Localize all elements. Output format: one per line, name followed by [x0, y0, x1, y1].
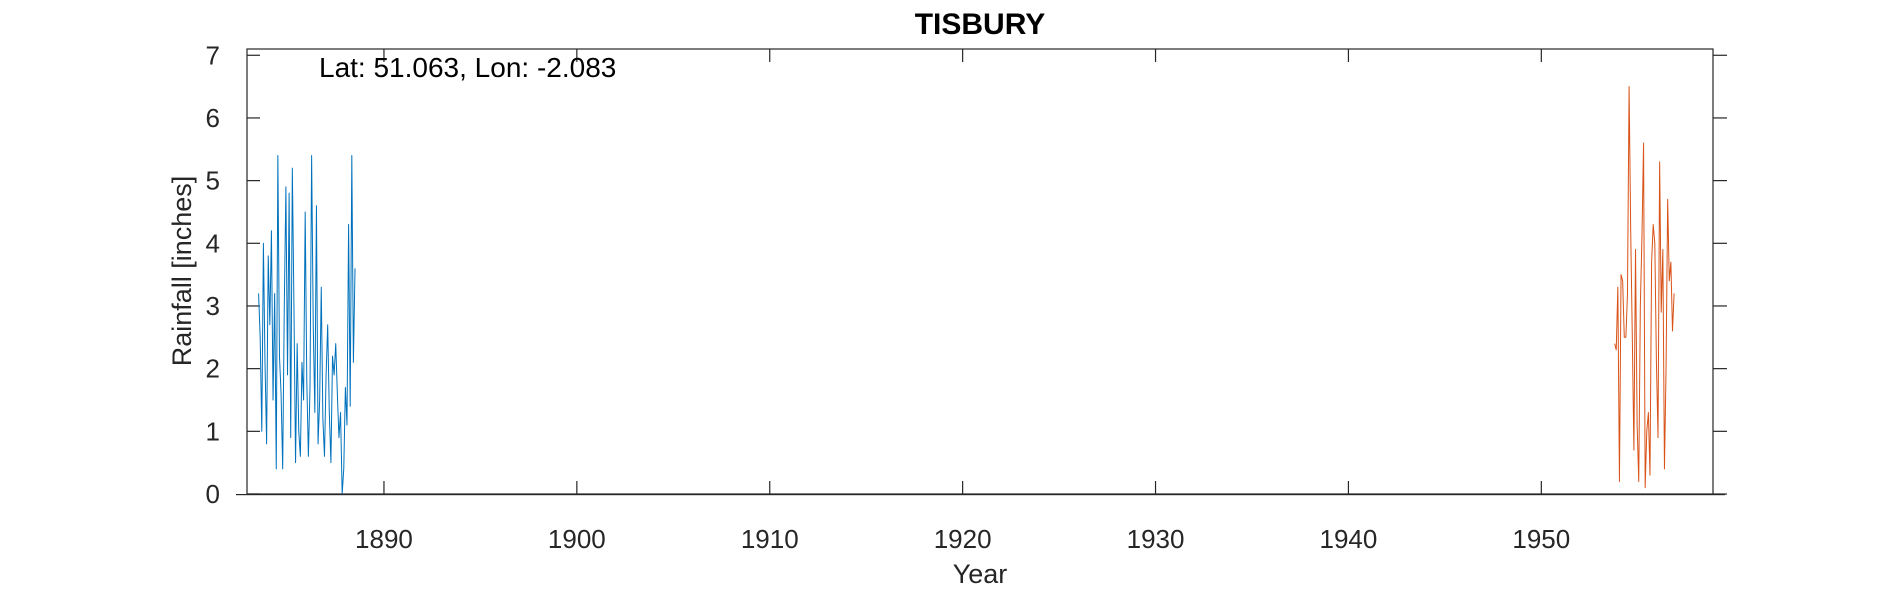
location-annotation: Lat: 51.063, Lon: -2.083 — [319, 52, 616, 83]
x-tick-label: 1950 — [1512, 524, 1570, 554]
x-tick-label: 1930 — [1127, 524, 1185, 554]
y-tick-label: 5 — [206, 166, 220, 196]
y-tick-label: 1 — [206, 416, 220, 446]
plot-area — [246, 48, 1714, 495]
y-tick-label: 2 — [206, 354, 220, 384]
y-tick-label: 6 — [206, 103, 220, 133]
data-series — [258, 86, 1675, 495]
axis-ticks — [247, 49, 1727, 495]
y-tick-labels: 0 1 2 3 4 5 6 7 — [206, 40, 220, 509]
x-tick-label: 1900 — [548, 524, 606, 554]
x-tick-label: 1940 — [1320, 524, 1378, 554]
y-tick-label: 3 — [206, 291, 220, 321]
chart-title: TISBURY — [915, 8, 1046, 41]
x-axis-baseline — [236, 494, 1725, 496]
x-tick-labels: 1890 1900 1910 1920 1930 1940 1950 — [355, 524, 1570, 554]
x-tick-label: 1890 — [355, 524, 413, 554]
series-line-1 — [258, 155, 356, 495]
y-tick-label: 0 — [206, 479, 220, 509]
x-tick-label: 1920 — [934, 524, 992, 554]
y-tick-label: 4 — [206, 228, 220, 258]
y-tick-label: 7 — [206, 40, 220, 70]
y-axis-label: Rainfall [inches] — [167, 176, 197, 367]
x-tick-label: 1910 — [741, 524, 799, 554]
series-line-2 — [1614, 86, 1675, 489]
x-axis-label: Year — [953, 559, 1008, 589]
